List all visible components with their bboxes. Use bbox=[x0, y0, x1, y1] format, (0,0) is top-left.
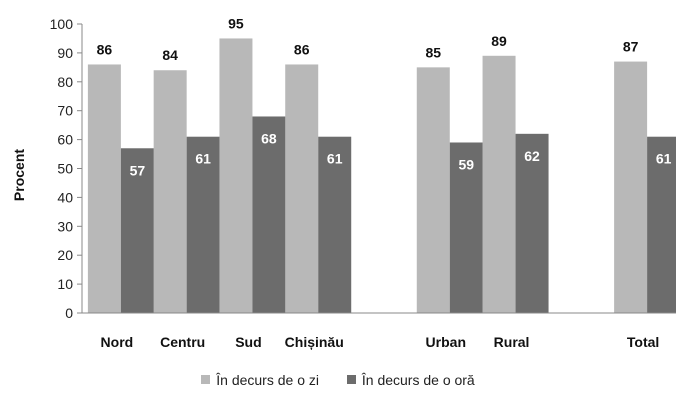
data-label-hour: 61 bbox=[195, 151, 211, 167]
legend: În decurs de o zi În decurs de o oră bbox=[0, 372, 676, 388]
x-category-label: Nord bbox=[101, 334, 134, 350]
data-label-day: 86 bbox=[294, 41, 310, 57]
data-label-day: 87 bbox=[623, 39, 639, 55]
bar-hour bbox=[318, 136, 352, 313]
bar-hour bbox=[186, 136, 220, 313]
data-label-day: 89 bbox=[491, 33, 507, 49]
y-tick-label: 0 bbox=[65, 305, 73, 321]
legend-item-day: În decurs de o zi bbox=[201, 372, 319, 388]
data-label-day: 85 bbox=[425, 44, 441, 60]
data-label-hour: 68 bbox=[261, 130, 277, 146]
y-axis-ticks: 0 10 20 30 40 50 60 70 80 90 100 bbox=[50, 16, 83, 321]
data-label-day: 86 bbox=[97, 41, 113, 57]
bar-hour bbox=[120, 148, 154, 313]
x-axis-ticks: Nord Centru Sud Chișinău Urban Rural Total bbox=[101, 334, 660, 350]
legend-swatch-day bbox=[201, 375, 211, 384]
bar-day bbox=[153, 70, 187, 314]
bar-hour bbox=[647, 136, 676, 313]
x-category-label: Chișinău bbox=[285, 334, 344, 350]
y-tick-label: 90 bbox=[57, 45, 73, 61]
legend-item-hour: În decurs de o oră bbox=[346, 372, 475, 388]
x-category-label: Centru bbox=[160, 334, 205, 350]
legend-swatch-hour bbox=[346, 375, 356, 384]
bar-day bbox=[416, 67, 450, 313]
data-label-day: 84 bbox=[162, 47, 178, 63]
y-axis-label: Procent bbox=[11, 149, 27, 201]
y-tick-label: 80 bbox=[57, 74, 73, 90]
bar-day bbox=[482, 55, 516, 313]
x-category-label: Sud bbox=[235, 334, 261, 350]
bar-hour bbox=[515, 133, 549, 313]
y-tick-label: 10 bbox=[57, 276, 73, 292]
y-tick-label: 50 bbox=[57, 161, 73, 177]
data-label-hour: 57 bbox=[130, 162, 146, 178]
data-label-day: 95 bbox=[228, 15, 244, 31]
bars bbox=[87, 38, 676, 314]
bar-labels: 86 57 84 61 95 68 86 61 85 59 89 62 87 61 bbox=[97, 15, 672, 178]
bar-day bbox=[614, 61, 648, 313]
data-label-hour: 61 bbox=[327, 151, 343, 167]
x-category-label: Total bbox=[627, 334, 659, 350]
bar-chart: Procent 0 10 20 30 40 50 60 70 80 90 100 86 57 84 61 9… bbox=[11, 15, 676, 350]
data-label-hour: 61 bbox=[656, 151, 672, 167]
y-tick-label: 20 bbox=[57, 247, 73, 263]
y-tick-label: 100 bbox=[50, 16, 74, 32]
legend-label-day: În decurs de o zi bbox=[216, 372, 319, 388]
bar-hour bbox=[252, 116, 286, 313]
data-label-hour: 62 bbox=[524, 148, 540, 164]
data-label-hour: 59 bbox=[458, 156, 474, 172]
x-category-label: Urban bbox=[426, 334, 466, 350]
bar-hour bbox=[449, 142, 483, 313]
bar-day bbox=[87, 64, 121, 314]
y-tick-label: 60 bbox=[57, 132, 73, 148]
bar-day bbox=[285, 64, 319, 314]
y-tick-label: 40 bbox=[57, 189, 73, 205]
bar-day bbox=[219, 38, 253, 313]
x-category-label: Rural bbox=[494, 334, 530, 350]
legend-label-hour: În decurs de o oră bbox=[361, 372, 475, 388]
y-tick-label: 30 bbox=[57, 218, 73, 234]
y-tick-label: 70 bbox=[57, 103, 73, 119]
